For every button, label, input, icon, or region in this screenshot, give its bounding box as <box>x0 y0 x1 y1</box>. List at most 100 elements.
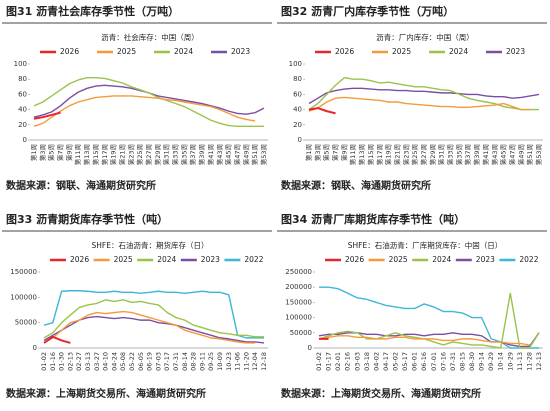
x-tick-label: 第41周 <box>481 144 490 165</box>
y-tick-label: 100 <box>289 60 302 68</box>
y-tick-label: 0 <box>23 136 27 144</box>
x-tick-label: 08-30 <box>468 352 476 371</box>
x-tick-label: 第37周 <box>463 144 472 165</box>
chart-title: 图34 沥青厂库期货库存季节性（吨） <box>281 212 465 226</box>
x-tick-label: 第27周 <box>419 144 428 165</box>
x-tick-label: 01-17 <box>325 352 333 371</box>
y-tick-label: 40 <box>18 106 27 114</box>
x-tick-label: 07-31 <box>172 352 180 371</box>
x-tick-label: 第47周 <box>232 144 241 165</box>
series-line <box>308 76 539 111</box>
x-tick-label: 01-30 <box>58 352 66 371</box>
x-tick-label: 01-02 <box>315 352 323 371</box>
x-tick-label: 第53周 <box>534 144 543 165</box>
source-note: 数据来源：钢联、海通期货研究所 <box>6 179 156 192</box>
y-tick-label: 50000 <box>290 329 312 337</box>
x-tick-label: 第43周 <box>490 144 499 165</box>
x-tick-label: 10-23 <box>225 352 233 371</box>
x-tick-label: 11-20 <box>242 352 250 371</box>
y-tick-label: 60 <box>18 90 27 98</box>
chart-title: 图32 沥青厂内库存季节性（万吨） <box>281 4 454 18</box>
legend-label: 2022 <box>519 255 538 264</box>
x-tick-label: 12-04 <box>251 352 259 371</box>
x-tick-label: 09-25 <box>207 352 215 371</box>
x-tick-label: 第25周 <box>135 144 144 165</box>
series-line <box>33 84 265 118</box>
subtitle: SHFE：石油沥青：期货库存（日） <box>92 240 209 250</box>
x-tick-label: 11-28 <box>525 352 533 371</box>
x-tick-label: 03-03 <box>353 352 361 371</box>
x-tick-label: 第1周 <box>304 144 313 161</box>
x-tick-label: 第19周 <box>384 144 393 165</box>
x-tick-label: 04-02 <box>372 352 380 371</box>
x-tick-label: 04-24 <box>110 352 118 371</box>
x-tick-label: 09-29 <box>487 352 495 371</box>
x-tick-label: 第49周 <box>516 144 525 165</box>
x-tick-label: 第53周 <box>259 144 268 165</box>
y-tick-label: 20 <box>18 121 27 129</box>
x-tick-label: 06-19 <box>146 352 154 371</box>
x-tick-label: 第27周 <box>144 144 153 165</box>
legend-label: 2023 <box>476 255 495 264</box>
x-tick-label: 07-01 <box>430 352 438 371</box>
series-line <box>318 332 540 348</box>
x-tick-label: 第49周 <box>241 144 250 165</box>
series-line <box>318 292 540 349</box>
x-tick-label: 第47周 <box>507 144 516 165</box>
x-tick-label: 第41周 <box>206 144 215 165</box>
x-tick-label: 02-13 <box>66 352 74 371</box>
x-tick-label: 第11周 <box>73 144 82 165</box>
x-tick-label: 第13周 <box>357 144 366 165</box>
legend-label: 2024 <box>432 255 451 264</box>
y-tick-label: 100 <box>14 60 27 68</box>
series-line <box>33 76 264 128</box>
legend-label: 2025 <box>114 255 133 264</box>
x-tick-label: 08-15 <box>458 352 466 371</box>
x-tick-label: 第31周 <box>162 144 171 165</box>
subtitle: 沥青：社会库存：中国（周） <box>101 32 199 42</box>
x-tick-label: 10-29 <box>506 352 514 371</box>
series-line <box>318 335 530 346</box>
x-tick-label: 第25周 <box>410 144 419 165</box>
x-tick-label: 第5周 <box>47 144 56 161</box>
subtitle: 沥青：厂内库存：中国（周） <box>376 32 474 42</box>
legend-label: 2024 <box>157 255 176 264</box>
series-line <box>33 95 256 127</box>
x-tick-label: 第7周 <box>331 144 340 161</box>
x-tick-label: 第37周 <box>188 144 197 165</box>
x-tick-label: 第43周 <box>215 144 224 165</box>
legend-label: 2026 <box>345 255 364 264</box>
x-tick-label: 第23周 <box>401 144 410 165</box>
source-note: 数据来源：上海期货交易所、海通期货研究所 <box>6 387 206 400</box>
x-tick-label: 第19周 <box>109 144 118 165</box>
series-line <box>33 111 61 120</box>
x-tick-label: 第1周 <box>29 144 38 161</box>
y-tick-label: 40 <box>293 106 302 114</box>
y-tick-label: 150000 <box>285 298 312 306</box>
x-tick-label: 06-16 <box>420 352 428 371</box>
x-tick-label: 03-13 <box>84 352 92 371</box>
legend-label: 2024 <box>449 47 468 56</box>
x-tick-label: 02-27 <box>75 352 83 371</box>
y-tick-label: 0 <box>33 344 37 352</box>
x-tick-label: 第7周 <box>56 144 65 161</box>
x-tick-label: 第29周 <box>428 144 437 165</box>
x-tick-label: 01-16 <box>49 352 57 371</box>
y-tick-label: 20 <box>293 121 302 129</box>
x-tick-label: 第17周 <box>100 144 109 165</box>
x-tick-label: 第39周 <box>197 144 206 165</box>
legend-label: 2022 <box>244 255 263 264</box>
x-tick-label: 第35周 <box>454 144 463 165</box>
series-line <box>308 87 540 105</box>
x-tick-label: 10-09 <box>216 352 224 371</box>
legend-label: 2026 <box>60 47 79 56</box>
legend-label: 2024 <box>174 47 193 56</box>
x-tick-label: 03-27 <box>93 352 101 371</box>
series-line <box>308 107 336 115</box>
x-tick-label: 第3周 <box>38 144 47 161</box>
x-tick-label: 02-16 <box>344 352 352 371</box>
x-tick-label: 第39周 <box>472 144 481 165</box>
x-tick-label: 第45周 <box>224 144 233 165</box>
x-tick-label: 08-28 <box>190 352 198 371</box>
